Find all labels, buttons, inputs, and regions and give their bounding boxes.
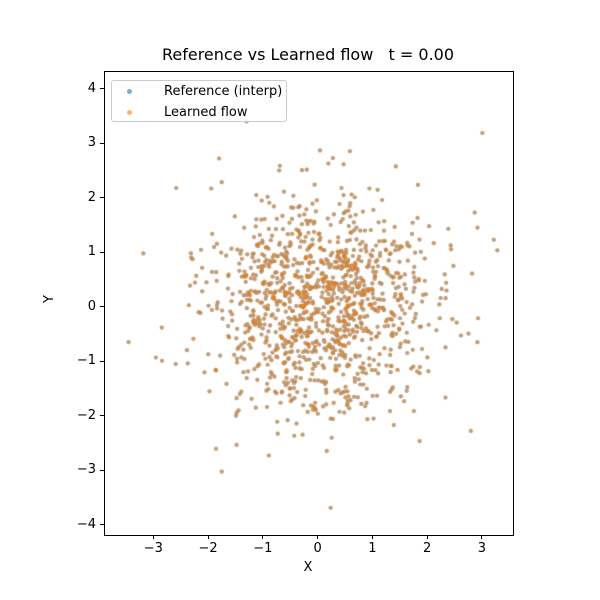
y-tick-label: −3: [76, 462, 96, 478]
y-tick-label: −2: [76, 407, 96, 423]
y-tick-mark: [100, 251, 104, 253]
x-tick-mark: [426, 535, 428, 539]
y-tick-mark: [100, 415, 104, 417]
legend: Reference (interp) Learned flow: [111, 80, 287, 122]
x-tick-label: −1: [253, 541, 273, 556]
x-tick-mark: [371, 535, 373, 539]
chart-title: Reference vs Learned flow t = 0.00: [161, 45, 455, 64]
y-tick-label: 0: [87, 298, 96, 314]
learned-flow-marker-icon: [127, 110, 132, 115]
y-tick-mark: [100, 142, 104, 144]
y-tick-label: 2: [87, 189, 96, 205]
x-tick-label: 2: [422, 541, 432, 556]
x-tick-label: 3: [477, 541, 487, 556]
x-tick-label: 0: [313, 541, 322, 556]
y-tick-mark: [100, 306, 104, 308]
legend-label-learned: Learned flow: [164, 105, 248, 120]
x-tick-label: 1: [368, 541, 377, 556]
reference-marker-icon: [127, 89, 132, 94]
y-tick-label: 3: [87, 135, 96, 151]
y-tick-label: 1: [87, 244, 96, 260]
legend-item-learned: Learned flow: [112, 102, 286, 123]
y-tick-mark: [100, 469, 104, 471]
x-tick-label: −2: [198, 541, 218, 556]
x-axis-label: X: [303, 560, 313, 575]
y-tick-mark: [100, 88, 104, 90]
x-tick-mark: [207, 535, 209, 539]
scatter-canvas: [105, 72, 513, 535]
x-tick-mark: [152, 535, 154, 539]
y-tick-mark: [100, 197, 104, 199]
x-tick-label: −3: [143, 541, 163, 556]
y-tick-label: −4: [76, 516, 96, 532]
y-axis-label: Y: [42, 295, 57, 303]
x-tick-mark: [317, 535, 319, 539]
legend-label-reference: Reference (interp): [164, 84, 283, 99]
y-tick-label: −1: [76, 353, 96, 369]
y-tick-mark: [100, 524, 104, 526]
y-tick-mark: [100, 360, 104, 362]
y-tick-label: 4: [87, 80, 96, 96]
plot-area: [104, 71, 514, 536]
x-tick-mark: [262, 535, 264, 539]
legend-item-reference: Reference (interp): [112, 81, 286, 102]
x-tick-mark: [481, 535, 483, 539]
